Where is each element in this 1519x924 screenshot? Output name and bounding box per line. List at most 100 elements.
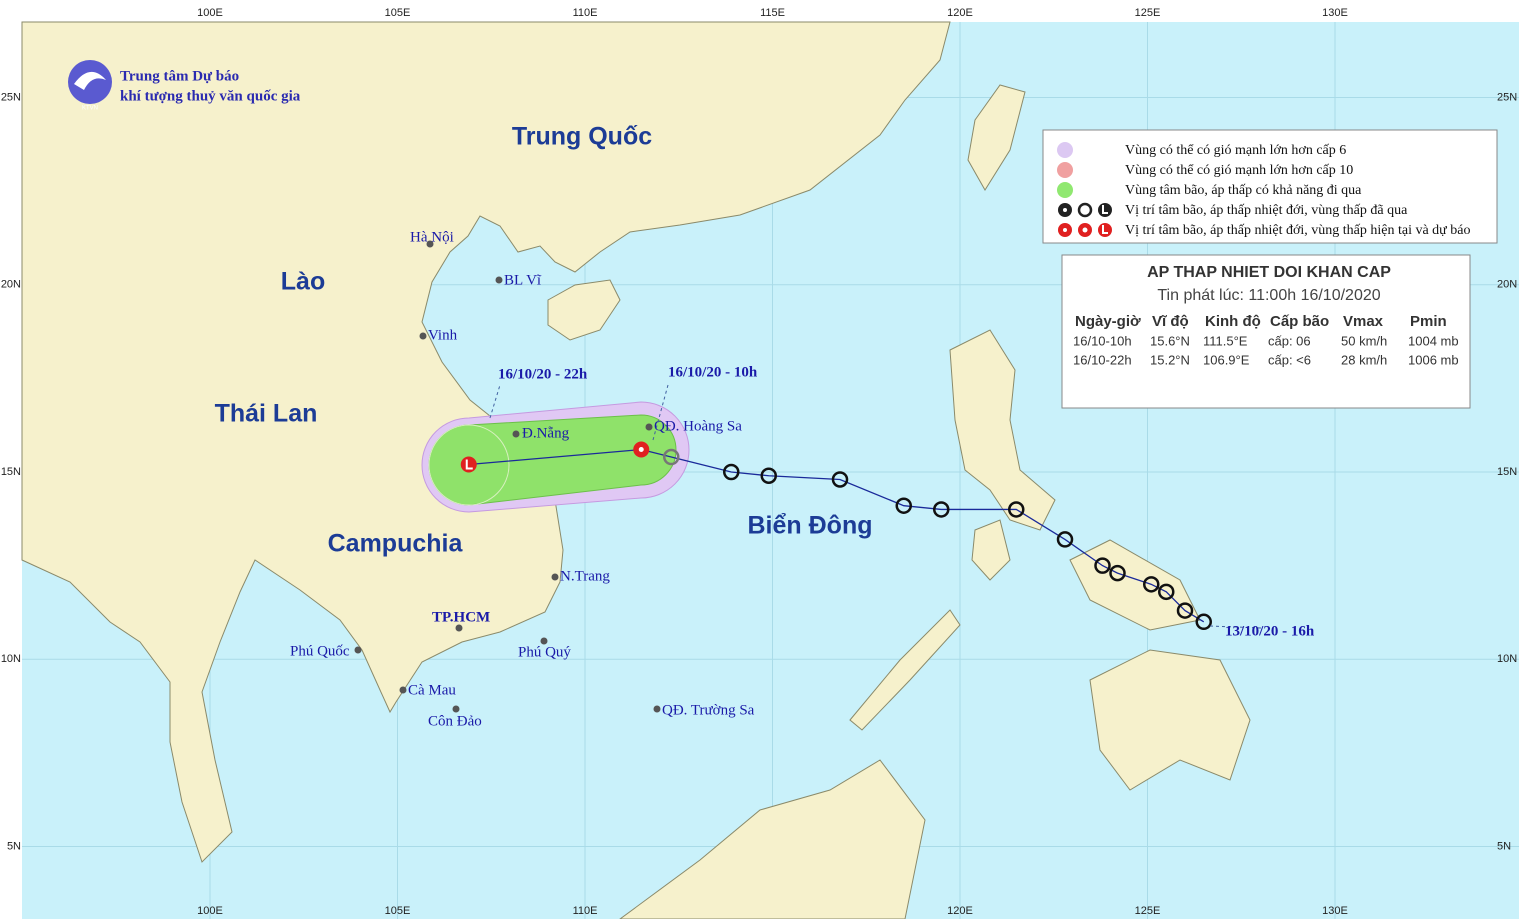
place-dot [512,430,520,438]
hainan [547,279,621,341]
past-position [1195,613,1212,631]
place-dot [426,240,434,248]
place-label: Cà Mau [408,682,456,698]
table-cell: 15.6°N [1150,333,1190,348]
track-time-label: 16/10/20 - 22h [498,366,588,382]
track-time-label: 16/10/20 - 10h [668,364,758,380]
table-cell: 1006 mb [1408,352,1459,367]
table-cell: 111.5°E [1203,333,1248,348]
lat-tick-label: 15N [1,466,21,478]
past-position [1158,583,1175,601]
lon-tick-label: 130E [1322,905,1348,917]
table-header: Kinh độ [1205,313,1261,330]
table-cell: cấp: 06 [1268,333,1311,348]
past-position [1056,531,1074,548]
table-header: Vĩ độ [1152,313,1189,330]
storm-track [468,448,1205,623]
lat-tick-label: 20N [1497,279,1517,291]
lat-tick-label: 15N [1497,466,1517,478]
bulletin: AP THAP NHIET DOI KHAN CAP Tin phát lúc:… [1061,254,1471,409]
label-leader [489,384,1263,629]
past-position [1008,501,1025,518]
legend-box [1042,129,1498,244]
table-cell: 50 km/h [1341,333,1387,348]
luzon [949,329,1056,531]
table-cell: 106.9°E [1203,352,1250,367]
legend-symbols [1058,202,1112,237]
legend: Vùng có thể có gió mạnh lớn hơn cấp 6 Vù… [1042,129,1498,244]
lat-tick-label: 5N [1497,840,1511,852]
forecast-position [460,456,477,473]
table-header: Cấp bão [1270,313,1329,330]
place-dot [495,276,503,284]
region-label: Biển Đông [748,512,873,540]
mindanao [1089,649,1251,791]
lat-tick-label: 10N [1,653,21,665]
table-cell: cấp: <6 [1268,352,1311,367]
place-dot [540,637,548,645]
region-label: Trung Quốc [512,123,652,151]
place-label: TP.HCM [432,609,490,625]
table-cell: 16/10-22h [1073,352,1132,367]
legend-swatch [1057,142,1073,158]
place-dot [399,686,407,694]
logo: KTVN [68,60,112,112]
past-position [1143,576,1160,593]
table-cell: 16/10-10h [1073,333,1132,348]
lon-tick-label: 105E [385,905,411,917]
table-header: Pmin [1410,313,1447,330]
bulletin-box [1061,254,1471,409]
storm-eye [638,447,644,453]
legend-text: Vùng có thể có gió mạnh lớn hơn cấp 6 [1125,143,1346,158]
org-name: khí tượng thuỷ văn quốc gia [120,88,301,104]
bulletin-title: AP THAP NHIET DOI KHAN CAP [1147,264,1391,281]
past-position [760,467,777,484]
lon-tick-label: 110E [573,905,598,917]
table-cell: 28 km/h [1341,352,1387,367]
place-label: Phú Quốc [290,643,350,659]
palawan [849,609,961,731]
lon-tick-label: 120E [947,7,973,19]
past-position [1176,602,1194,619]
legend-text: Vị trí tâm bão, áp thấp nhiệt đới, vùng … [1125,223,1470,238]
taiwan [967,84,1026,191]
place-dot [551,573,559,581]
table-cell: 1004 mb [1408,333,1459,348]
legend-text: Vùng tâm bão, áp thấp có khả năng đi qua [1125,183,1362,198]
region-label: Thái Lan [215,400,318,428]
place-label: QĐ. Trường Sa [662,702,755,718]
lon-tick-label: 125E [1135,905,1161,917]
legend-swatch [1057,182,1073,198]
logo-swirl [74,71,106,90]
past-position [1094,557,1111,574]
lon-tick-label: 100E [197,905,223,917]
lon-tick-label: 120E [947,905,973,917]
logo-text: KTVN [82,106,98,112]
place-label: QĐ. Hoàng Sa [654,418,742,434]
place-dot [455,624,463,632]
lon-tick-label: 110E [573,7,598,19]
place-label: Côn Đảo [428,713,482,729]
lat-tick-label: 20N [1,279,21,291]
place-label: Phú Quý [518,644,571,660]
forecast-circle [428,424,510,506]
place-dot [354,646,362,654]
past-position [831,471,849,488]
place-label: BL Vĩ [504,272,542,288]
legend-text: Vị trí tâm bão, áp thấp nhiệt đới, vùng … [1125,203,1408,218]
lon-tick-label: 105E [385,7,411,19]
place-label: Vinh [428,327,458,343]
lon-tick-label: 130E [1322,7,1348,19]
lat-tick-label: 10N [1497,653,1517,665]
table-header: Ngày-giờ [1075,313,1141,330]
table-cell: 15.2°N [1150,352,1190,367]
lat-tick-label: 25N [1,91,21,103]
bulletin-issued: Tin phát lúc: 11:00h 16/10/2020 [1157,287,1380,304]
track-time-label: 13/10/20 - 16h [1225,623,1315,639]
place-label: N.Trang [560,568,610,584]
legend-text: Vùng có thể có gió mạnh lớn hơn cấp 10 [1125,163,1353,178]
place-dot [645,423,653,431]
past-position-faded [663,448,680,466]
low-symbol [465,459,473,470]
